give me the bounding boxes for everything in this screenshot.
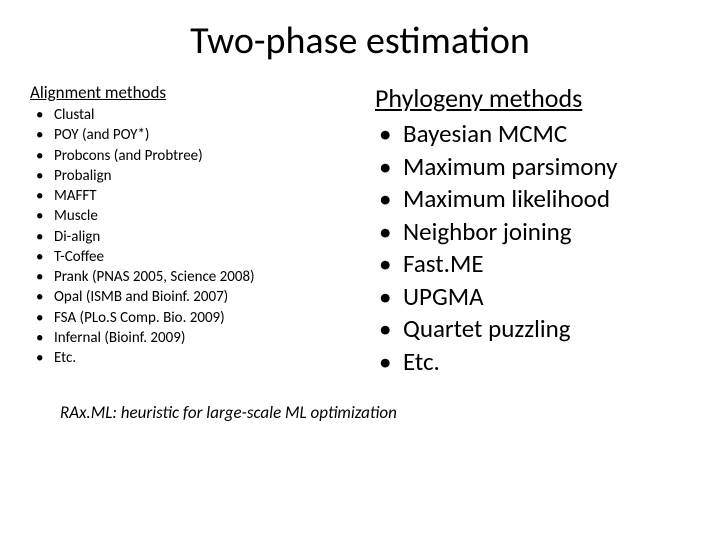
list-item: Di-align	[30, 227, 345, 247]
phylogeny-list: Bayesian MCMC Maximum parsimony Maximum …	[375, 118, 690, 378]
left-column: Alignment methods Clustal POY (and POY*)…	[30, 82, 355, 378]
alignment-list: Clustal POY (and POY*) Probcons (and Pro…	[30, 105, 345, 368]
list-item: Prank (PNAS 2005, Science 2008)	[30, 267, 345, 287]
list-item: FSA (PLo.S Comp. Bio. 2009)	[30, 308, 345, 328]
page-title: Two-phase estimation	[0, 0, 720, 74]
list-item: T-Coffee	[30, 247, 345, 267]
phylogeny-heading: Phylogeny methods	[375, 82, 690, 114]
columns-container: Alignment methods Clustal POY (and POY*)…	[0, 74, 720, 378]
list-item: POY (and POY*)	[30, 125, 345, 145]
alignment-heading: Alignment methods	[30, 82, 345, 103]
list-item: Etc.	[375, 346, 690, 379]
list-item: Quartet puzzling	[375, 313, 690, 346]
list-item: Probalign	[30, 166, 345, 186]
list-item: Maximum likelihood	[375, 183, 690, 216]
footnote: RAx.ML: heuristic for large-scale ML opt…	[0, 378, 720, 423]
list-item: Maximum parsimony	[375, 151, 690, 184]
list-item: UPGMA	[375, 281, 690, 314]
list-item: Etc.	[30, 348, 345, 368]
list-item: Probcons (and Probtree)	[30, 146, 345, 166]
list-item: Bayesian MCMC	[375, 118, 690, 151]
list-item: MAFFT	[30, 186, 345, 206]
list-item: Muscle	[30, 206, 345, 226]
right-column: Phylogeny methods Bayesian MCMC Maximum …	[355, 82, 690, 378]
list-item: Opal (ISMB and Bioinf. 2007)	[30, 287, 345, 307]
list-item: Fast.ME	[375, 248, 690, 281]
list-item: Clustal	[30, 105, 345, 125]
list-item: Neighbor joining	[375, 216, 690, 249]
list-item: Infernal (Bioinf. 2009)	[30, 328, 345, 348]
